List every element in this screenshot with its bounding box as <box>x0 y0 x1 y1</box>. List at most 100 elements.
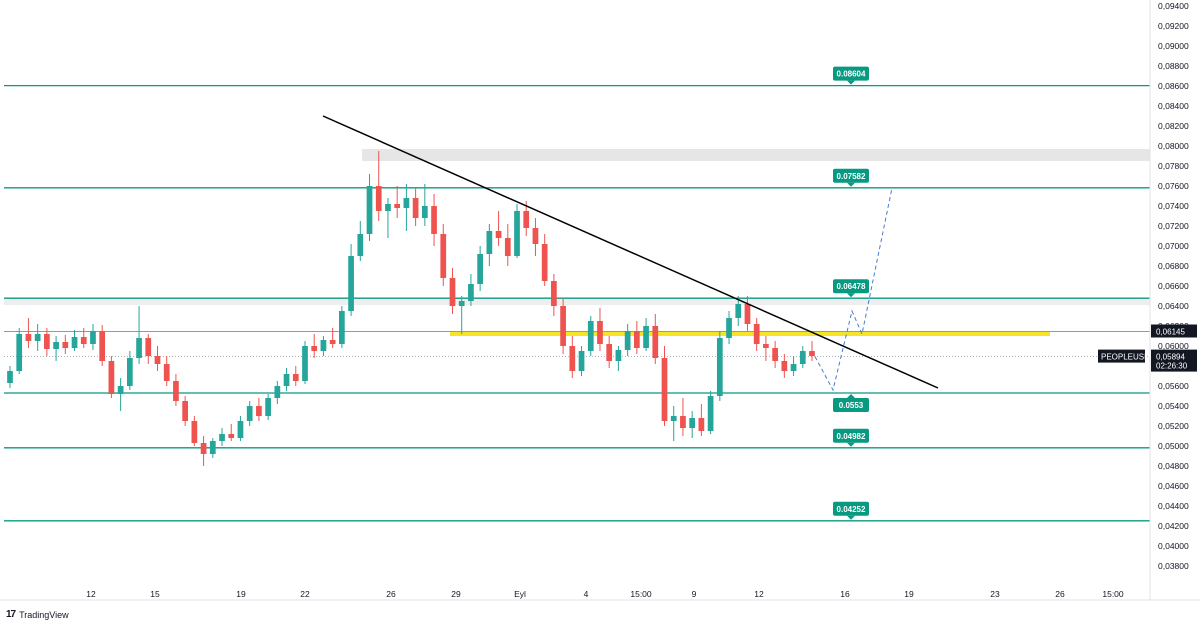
time-tick-label: 19 <box>236 589 246 599</box>
candle-body <box>117 386 124 394</box>
candle-body <box>394 204 401 208</box>
price-tick-label: 0,09200 <box>1158 21 1189 31</box>
candle-body <box>698 418 705 431</box>
price-tick-label: 0,03800 <box>1158 561 1189 571</box>
candle-body <box>726 318 732 338</box>
price-axis[interactable]: 0,09400 0,09200 0,09000 0,08800 0,08600 0,084… <box>1158 1 1189 571</box>
price-tick-label: 0,05000 <box>1158 441 1189 451</box>
candle-body <box>735 304 742 318</box>
price-tick-label: 0,07800 <box>1158 161 1189 171</box>
price-tick-label: 0,06400 <box>1158 301 1189 311</box>
price-tags-layer: 0.08604 0.07582 0.06478 0.0553 0.04982 0.0425… <box>833 66 1197 520</box>
price-tick-label: 0,08600 <box>1158 81 1189 91</box>
zones-layer <box>4 149 1150 336</box>
level-tag-pointer <box>847 80 855 85</box>
candle-body <box>357 234 364 256</box>
price-tick-label: 0,08800 <box>1158 61 1189 71</box>
price-tick-label: 0,08400 <box>1158 101 1189 111</box>
candle-body <box>670 416 677 421</box>
time-axis[interactable]: 12 15 19 22 26 29 Eyl 4 15:00 9 12 16 19 23 26 15:00 <box>86 589 1124 599</box>
level-tag-pointer <box>847 515 855 520</box>
candle-body <box>578 351 585 371</box>
candle-body <box>302 346 308 381</box>
level-tag-pointer <box>847 293 855 298</box>
price-tick-label: 0,07600 <box>1158 181 1189 191</box>
candle-body <box>486 231 493 254</box>
candle-body <box>136 338 142 358</box>
candle-body <box>440 234 447 278</box>
level-tag <box>833 168 869 183</box>
candle-body <box>311 346 318 351</box>
candle-body <box>99 331 106 361</box>
symbol-label: PEOPLEUSDT.P <box>1101 353 1161 362</box>
candle-body <box>680 416 686 428</box>
ref-price-label: 0,06145 <box>1156 328 1185 337</box>
candle-body <box>348 256 354 311</box>
level-tag-label: 0.07582 <box>837 172 866 181</box>
candle-body <box>615 350 622 361</box>
candle-body <box>495 231 502 238</box>
candle-body <box>163 364 170 381</box>
level-tag-label: 0.08604 <box>837 70 866 79</box>
candle-body <box>606 344 613 361</box>
time-tick-label: 26 <box>1055 589 1065 599</box>
candle-body <box>560 306 566 346</box>
price-tick-label: 0,07200 <box>1158 221 1189 231</box>
candle-body <box>523 211 530 228</box>
horizontal-levels-layer <box>4 84 1150 522</box>
drawings-layer <box>322 115 939 392</box>
time-tick-label: 4 <box>584 589 589 599</box>
time-tick-label: 15:00 <box>1102 589 1124 599</box>
candle-body <box>237 421 244 438</box>
candle-body <box>126 358 133 386</box>
candle-body <box>772 348 778 361</box>
candle-body <box>339 311 345 344</box>
candle-body <box>412 198 419 218</box>
candle-body <box>541 244 548 281</box>
candle-body <box>200 443 207 454</box>
candle-body <box>219 434 225 441</box>
candle-body <box>283 374 290 386</box>
price-tick-label: 0,06600 <box>1158 281 1189 291</box>
candle-body <box>532 228 539 244</box>
candle-body <box>458 301 465 306</box>
candle-body <box>191 421 198 443</box>
level-tag <box>833 66 869 81</box>
candle-body <box>366 186 373 234</box>
candle-body <box>16 334 23 371</box>
candle-body <box>403 198 410 208</box>
time-tick-label: 12 <box>754 589 764 599</box>
candle-body <box>44 334 50 349</box>
time-tick-label: 22 <box>300 589 310 599</box>
candle-body <box>292 374 299 381</box>
price-tick-label: 0,04000 <box>1158 541 1189 551</box>
yellow-zone <box>450 332 1050 336</box>
level-tag <box>833 398 869 412</box>
price-tick-label: 0,04600 <box>1158 481 1189 491</box>
level-tag <box>833 428 869 443</box>
price-tick-label: 0,04200 <box>1158 521 1189 531</box>
last-price-tag <box>1151 349 1197 372</box>
candle-body <box>744 304 751 324</box>
candle-body <box>228 434 235 438</box>
level-tag-pointer <box>847 394 855 398</box>
candle-body <box>514 211 520 256</box>
level-tag-label: 0.04252 <box>837 505 866 514</box>
last-price-label: 0,05894 <box>1156 353 1185 362</box>
candle-body <box>209 441 216 454</box>
candle-body <box>809 351 815 356</box>
candle-body <box>504 238 511 256</box>
tradingview-branding[interactable]: 17 TradingView <box>6 609 69 620</box>
level-tag <box>833 279 869 294</box>
candle-body <box>265 398 271 416</box>
price-tick-label: 0,08200 <box>1158 121 1189 131</box>
time-tick-label: 23 <box>990 589 1000 599</box>
candle-body <box>716 338 723 396</box>
candle-body <box>597 321 603 344</box>
candle-body <box>633 331 640 348</box>
time-tick-label: 12 <box>86 589 96 599</box>
candle-body <box>624 331 631 350</box>
time-tick-label: 26 <box>386 589 396 599</box>
candle-body <box>25 334 32 341</box>
